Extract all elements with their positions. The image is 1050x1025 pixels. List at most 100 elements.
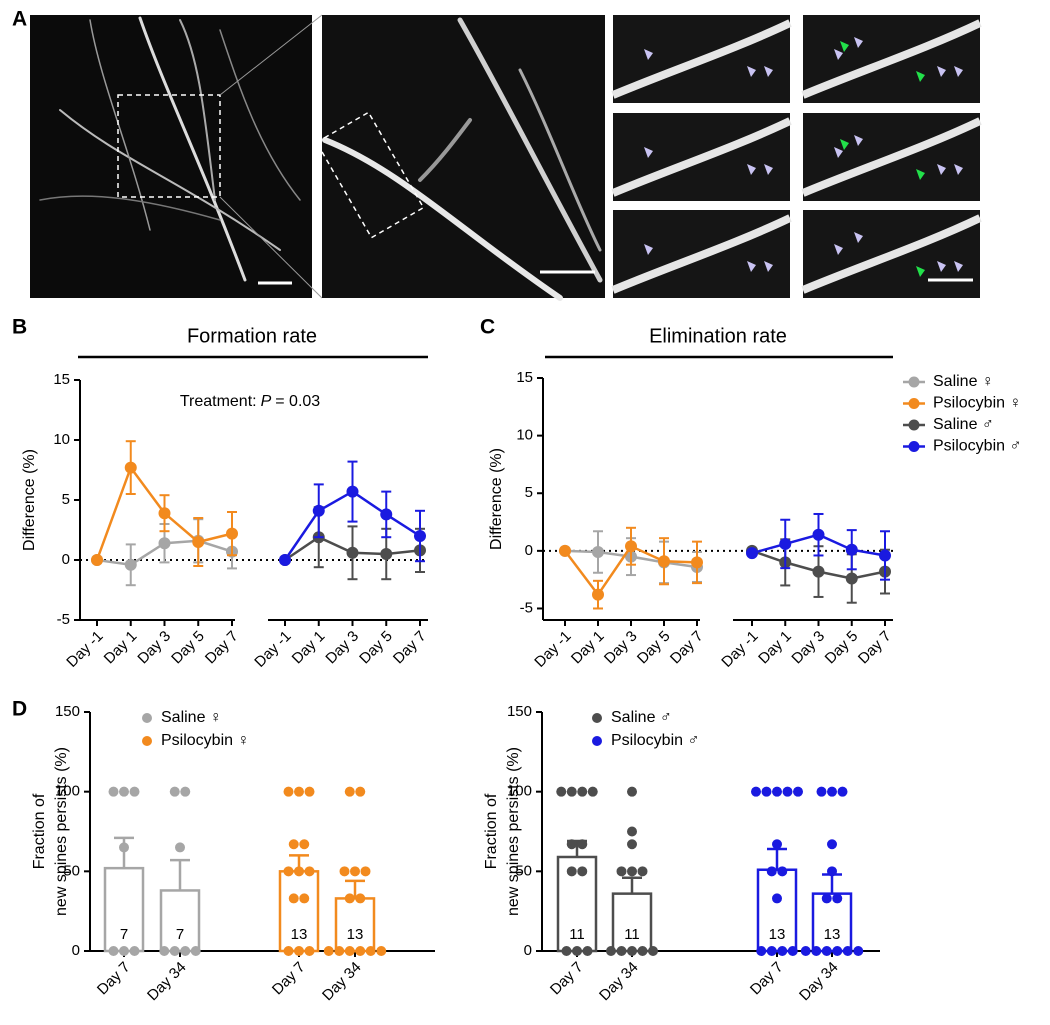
legend-marker xyxy=(592,736,602,746)
x-tick-label: Day 7 xyxy=(667,628,707,668)
data-point xyxy=(180,786,191,797)
data-point xyxy=(304,866,315,877)
data-point xyxy=(339,866,350,877)
data-point xyxy=(304,946,315,956)
time-lapse-images xyxy=(611,15,982,298)
data-point xyxy=(766,866,777,877)
data-point xyxy=(299,893,310,904)
panel-label: A xyxy=(12,8,27,31)
x-tick-label: Day 5 xyxy=(822,628,862,668)
arrowhead xyxy=(937,261,946,272)
data-point xyxy=(180,946,191,956)
data-point xyxy=(772,893,782,904)
annotation-part: Treatment: xyxy=(180,393,257,410)
data-point xyxy=(827,866,837,877)
data-point xyxy=(812,528,825,541)
data-point xyxy=(124,461,137,474)
data-point xyxy=(627,866,637,877)
arrowhead xyxy=(834,147,843,158)
arrowhead xyxy=(937,66,946,77)
data-point xyxy=(380,508,393,521)
arrowhead xyxy=(954,164,963,175)
connector xyxy=(219,196,323,299)
data-point xyxy=(627,826,637,837)
n-label: 13 xyxy=(291,926,308,943)
arrowhead xyxy=(854,232,863,243)
data-point xyxy=(108,946,119,956)
data-point xyxy=(782,786,793,797)
x-tick-label: Day 3 xyxy=(601,628,641,668)
arrowhead xyxy=(916,266,925,277)
data-point xyxy=(566,786,577,797)
y-axis-label: new spines persists (%) xyxy=(505,747,522,916)
n-label: 11 xyxy=(569,926,585,943)
data-point xyxy=(129,946,140,956)
y-tick-label: 150 xyxy=(507,703,532,720)
data-point xyxy=(566,866,577,877)
data-point xyxy=(124,558,137,571)
bar xyxy=(334,897,376,953)
data-point xyxy=(625,540,637,553)
n-label: 7 xyxy=(120,926,128,943)
panel-label: C xyxy=(480,316,495,339)
data-point xyxy=(592,588,604,601)
data-point xyxy=(561,946,572,956)
data-point xyxy=(853,946,864,956)
dendrite xyxy=(611,117,792,197)
arrowhead xyxy=(854,37,863,48)
connector xyxy=(219,14,323,96)
data-point xyxy=(119,946,129,956)
data-point xyxy=(587,786,598,797)
annotation-part: = 0.03 xyxy=(275,393,320,410)
data-point xyxy=(365,946,376,956)
data-point xyxy=(175,842,185,853)
arrowhead xyxy=(937,164,946,175)
x-tick-label: Day 7 xyxy=(269,959,309,999)
x-tick-label: Day 34 xyxy=(144,959,190,1005)
data-point xyxy=(323,946,334,956)
y-tick-label: 0 xyxy=(525,542,533,559)
arrowhead xyxy=(764,66,773,77)
data-point xyxy=(827,786,837,797)
dendrite xyxy=(801,214,982,294)
data-point xyxy=(283,786,294,797)
dendrite xyxy=(801,117,982,197)
data-point xyxy=(658,555,670,568)
data-point xyxy=(355,786,366,797)
x-tick-label: Day 7 xyxy=(202,628,242,668)
arrowhead xyxy=(644,244,653,255)
data-point xyxy=(637,866,648,877)
x-tick-label: Day 34 xyxy=(596,959,642,1005)
data-point xyxy=(845,572,858,585)
legend-label: Psilocybin ♀ xyxy=(161,732,249,749)
zoom-box xyxy=(315,111,425,239)
data-point xyxy=(294,786,304,797)
data-point xyxy=(577,839,588,850)
data-point xyxy=(779,537,792,550)
data-point xyxy=(344,946,355,956)
data-point xyxy=(627,946,637,956)
y-tick-label: 10 xyxy=(516,427,533,444)
legend-marker xyxy=(908,398,920,409)
dendrite xyxy=(611,214,792,294)
panel-label: D xyxy=(12,698,27,721)
data-point xyxy=(756,946,767,956)
dendrite xyxy=(611,19,792,99)
arrowhead xyxy=(764,164,773,175)
y-tick-label: 50 xyxy=(515,862,532,879)
data-point xyxy=(821,946,832,956)
data-point xyxy=(119,786,129,797)
data-point xyxy=(582,946,593,956)
data-point xyxy=(751,786,761,797)
data-point xyxy=(837,786,848,797)
data-point xyxy=(376,946,387,956)
data-point xyxy=(346,546,359,559)
x-tick-label: Day 5 xyxy=(356,628,396,668)
data-point xyxy=(158,507,171,520)
legend-label: Saline ♂ xyxy=(611,709,672,726)
y-tick-label: 5 xyxy=(62,491,70,508)
y-tick-label: 0 xyxy=(62,551,70,568)
data-point xyxy=(226,527,238,540)
x-tick-label: Day 1 xyxy=(755,628,795,668)
n-label: 13 xyxy=(824,926,841,943)
